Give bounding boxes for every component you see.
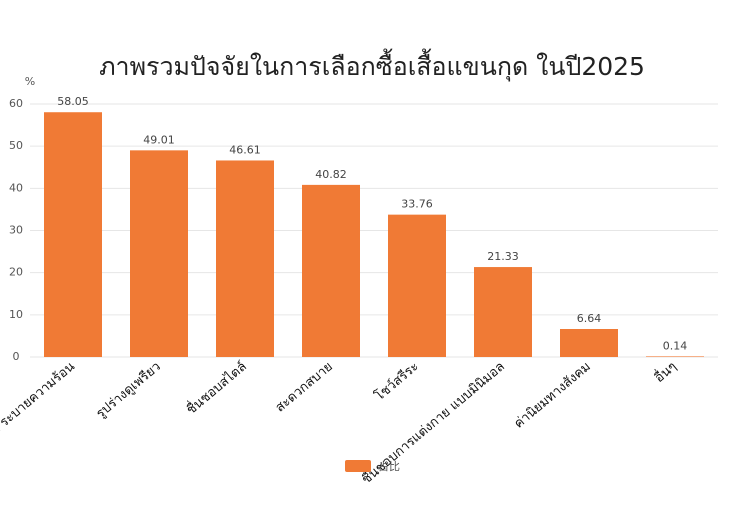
value-label: 0.14	[663, 339, 688, 352]
bar	[388, 214, 446, 357]
value-label: 33.76	[401, 198, 433, 211]
value-label: 21.33	[487, 250, 519, 263]
x-tick-label: โชว์สรีระ	[372, 358, 422, 404]
x-tick-label: อื่นๆ	[651, 358, 680, 386]
x-tick-label: รูปร่างดูเพรียว	[93, 358, 164, 421]
value-label: 49.01	[143, 133, 175, 146]
value-label: 40.82	[315, 168, 347, 181]
bar	[560, 329, 618, 357]
legend-swatch	[345, 460, 371, 472]
value-label: 46.61	[229, 143, 261, 156]
chart-title: ภาพรวมปัจจัยในการเลือกซื้อเสื้อแขนกุด ใน…	[99, 48, 645, 82]
bar	[646, 356, 704, 357]
bar	[216, 160, 274, 357]
x-tick-label: ค่านิยมทางสังคม	[512, 359, 594, 431]
legend-label: 占比	[378, 459, 400, 473]
y-tick-label: 30	[9, 224, 23, 237]
x-tick-label: เย็นสบาย ระบายความร้อน	[0, 357, 78, 467]
bar	[130, 150, 188, 357]
value-label: 58.05	[57, 95, 89, 108]
bar	[44, 112, 102, 357]
value-label: 6.64	[577, 312, 602, 325]
bar	[474, 267, 532, 357]
y-tick-label: 0	[13, 350, 20, 363]
y-tick-label: 50	[9, 139, 23, 152]
bar	[302, 184, 360, 357]
x-tick-label: ชื่นชอบสไตล์	[183, 358, 250, 418]
y-tick-label: 60	[9, 97, 23, 110]
y-tick-label: 20	[9, 266, 23, 279]
y-tick-label: 40	[9, 181, 23, 194]
y-tick-label: 10	[9, 308, 23, 321]
x-tick-label: สะดวกสบาย	[273, 359, 336, 415]
y-axis-label: %	[25, 75, 35, 88]
